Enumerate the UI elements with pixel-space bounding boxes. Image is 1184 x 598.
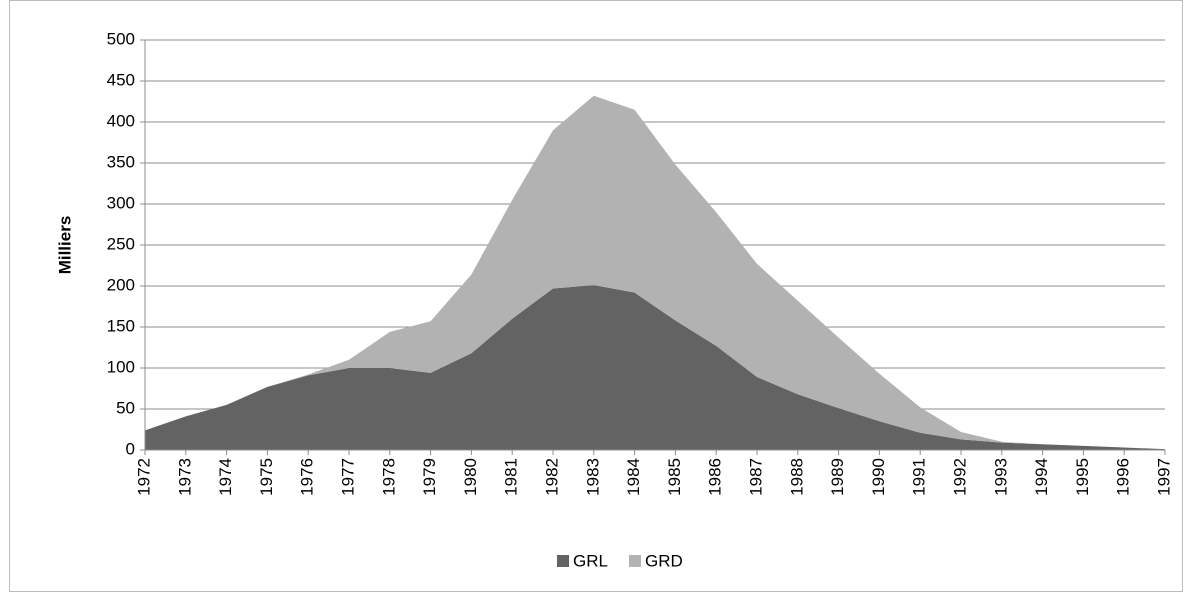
y-tick-label: 500 [107,29,135,48]
x-tick-label: 1997 [1154,458,1173,496]
x-tick-label: 1989 [828,458,847,496]
x-tick-label: 1983 [583,458,602,496]
x-tick-label: 1973 [175,458,194,496]
legend-swatch [557,555,569,567]
x-tick-label: 1985 [665,458,684,496]
area [145,285,1165,450]
x-tick-label: 1994 [1032,458,1051,496]
y-tick-label: 250 [107,234,135,253]
x-tick-label: 1981 [502,458,521,496]
y-tick-label: 200 [107,275,135,294]
y-tick-label: 50 [116,398,135,417]
x-tick-label: 1992 [950,458,969,496]
x-tick-label: 1972 [134,458,153,496]
y-tick-label: 400 [107,111,135,130]
legend-label: GRD [645,551,683,570]
x-tick-label: 1996 [1114,458,1133,496]
chart-border [9,0,1183,592]
x-tick-label: 1980 [461,458,480,496]
x-tick-label: 1982 [542,458,561,496]
y-axis-title: Milliers [55,216,74,275]
x-tick-label: 1979 [420,458,439,496]
y-tick-label: 350 [107,152,135,171]
x-tick-label: 1988 [787,458,806,496]
x-tick-label: 1995 [1073,458,1092,496]
x-tick-label: 1986 [706,458,725,496]
x-tick-label: 1993 [991,458,1010,496]
x-tick-label: 1978 [379,458,398,496]
y-tick-label: 300 [107,193,135,212]
x-tick-label: 1976 [298,458,317,496]
y-tick-label: 0 [126,439,135,458]
x-tick-label: 1990 [869,458,888,496]
area [145,95,1165,450]
x-tick-label: 1991 [910,458,929,496]
x-tick-label: 1984 [624,458,643,496]
legend-label: GRL [573,551,608,570]
x-tick-label: 1977 [338,458,357,496]
x-tick-label: 1987 [746,458,765,496]
y-tick-label: 150 [107,316,135,335]
x-tick-label: 1975 [257,458,276,496]
y-tick-label: 100 [107,357,135,376]
x-tick-label: 1974 [216,458,235,496]
y-tick-label: 450 [107,70,135,89]
legend-swatch [628,555,641,567]
